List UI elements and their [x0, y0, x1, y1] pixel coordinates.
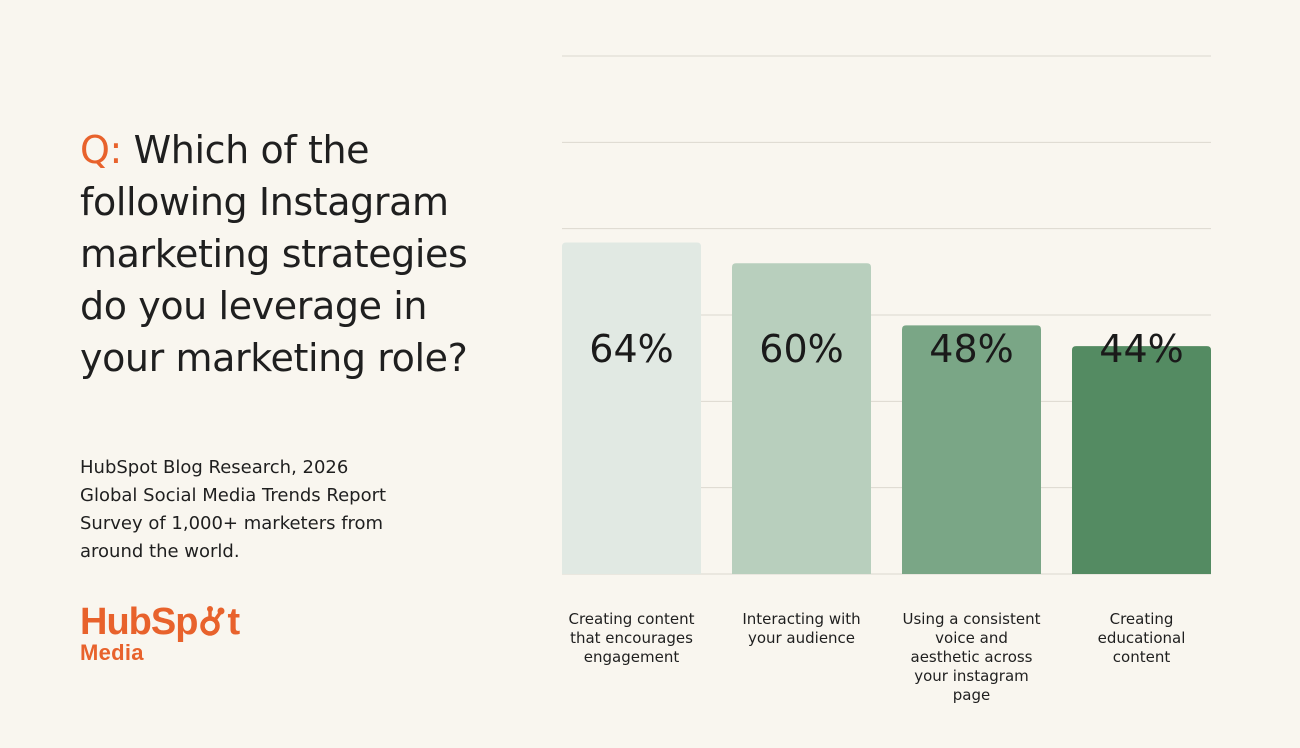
- question-prefix: Q:: [80, 128, 122, 172]
- bar: [732, 263, 871, 574]
- category-label: Creating educational content: [1067, 610, 1217, 667]
- category-label-line: aesthetic across: [910, 648, 1033, 666]
- source-line: Survey of 1,000+ marketers from: [80, 513, 384, 534]
- bar: [902, 325, 1041, 574]
- logo-subtext: Media: [80, 640, 144, 665]
- category-label-line: page: [952, 686, 991, 704]
- source-line: around the world.: [80, 541, 240, 562]
- bar: [1072, 346, 1211, 574]
- bar-value-label: 64%: [589, 327, 673, 371]
- category-label-line: your instagram: [914, 667, 1029, 685]
- category-label-line: Creating content: [568, 610, 695, 628]
- category-label: Interacting with your audience: [727, 610, 877, 648]
- category-label: Creating content that encourages engagemen…: [557, 610, 707, 667]
- category-label-line: that encourages: [570, 629, 693, 647]
- hubspot-media-logo: HubSp t Media: [80, 601, 240, 665]
- logo-text-a: HubSp: [80, 601, 198, 643]
- category-label: Using a consistent voice and aesthetic acr…: [897, 610, 1047, 705]
- source-line: Global Social Media Trends Report: [80, 485, 387, 506]
- category-label-line: educational: [1097, 629, 1186, 647]
- bar: [562, 242, 701, 575]
- bar-value-label: 48%: [929, 327, 1013, 371]
- category-label-line: Interacting with: [742, 610, 861, 628]
- category-label-line: content: [1112, 648, 1171, 666]
- source-note: HubSpot Blog Research, 2026 Global Socia…: [80, 454, 460, 566]
- sprocket-icon: [197, 605, 227, 639]
- category-label-line: your audience: [747, 629, 856, 647]
- logo-wordmark: HubSp t: [80, 601, 240, 643]
- question-heading: Q: Which of the following Instagram mark…: [80, 124, 500, 384]
- bar-value-label: 60%: [759, 327, 843, 371]
- category-label-line: engagement: [583, 648, 680, 666]
- category-label-line: Creating: [1109, 610, 1174, 628]
- bar-value-label: 44%: [1099, 327, 1183, 371]
- question-text: Which of the following Instagram marketi…: [80, 128, 468, 380]
- category-label-line: voice and: [935, 629, 1008, 647]
- logo-text-b: t: [227, 601, 240, 643]
- source-line: HubSpot Blog Research, 2026: [80, 457, 349, 478]
- category-label-line: Using a consistent: [902, 610, 1041, 628]
